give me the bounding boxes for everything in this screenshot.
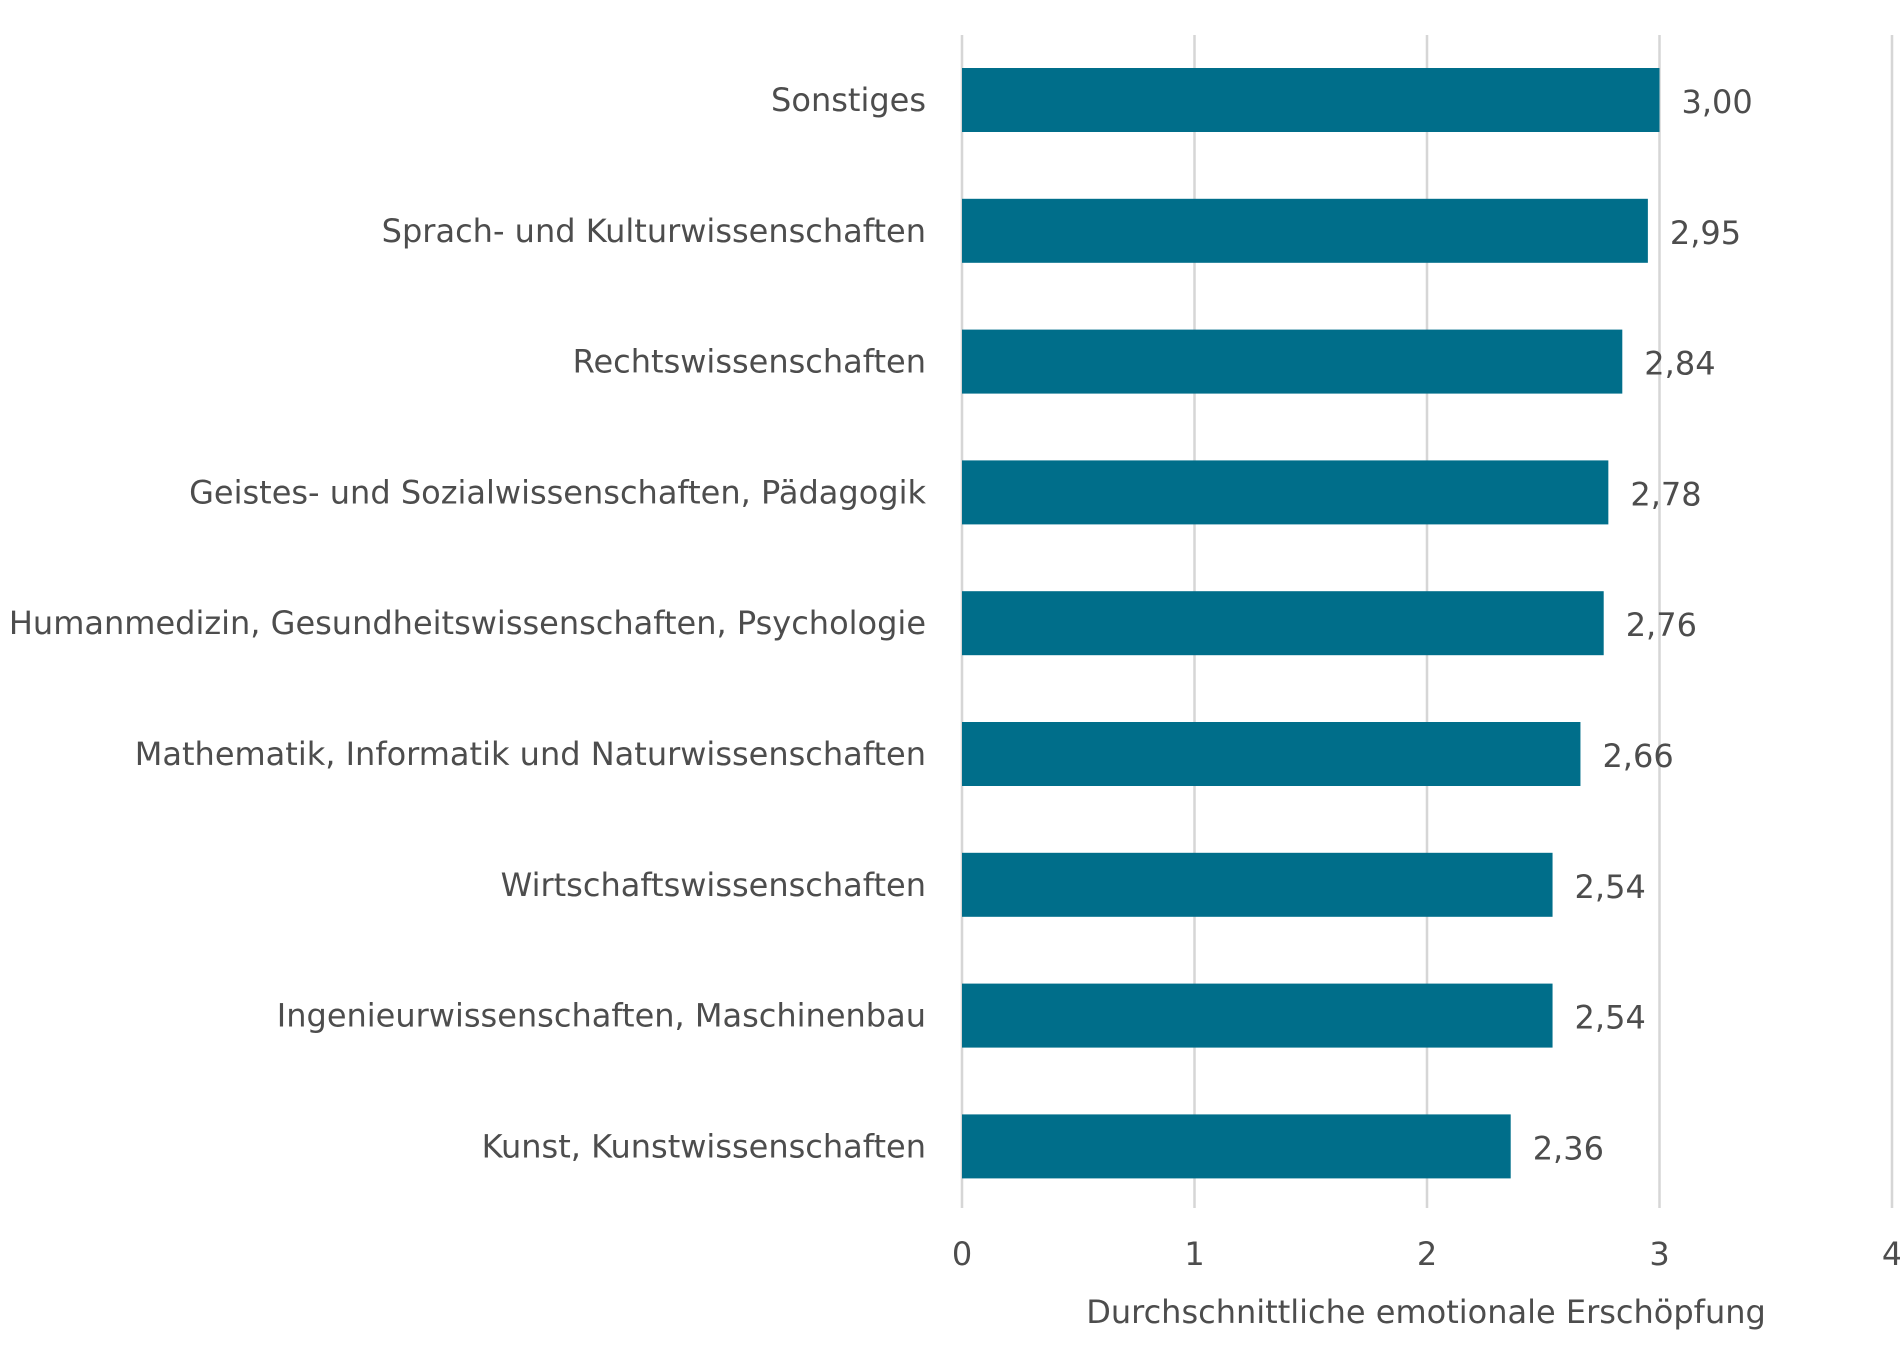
- category-label: Sprach- und Kulturwissenschaften: [382, 212, 926, 250]
- bar: [962, 591, 1604, 656]
- value-label: 2,95: [1670, 214, 1741, 252]
- bar: [962, 68, 1660, 132]
- bar: [962, 460, 1609, 525]
- bar: [962, 1114, 1511, 1179]
- value-label: 3,00: [1682, 83, 1753, 121]
- category-label: Kunst, Kunstwissenschaften: [482, 1127, 926, 1165]
- bars: [962, 68, 1660, 1179]
- bar: [962, 852, 1553, 917]
- value-label: 2,66: [1602, 737, 1673, 775]
- value-label: 2,84: [1644, 345, 1715, 383]
- x-tick-label: 0: [952, 1235, 972, 1273]
- category-label: Humanmedizin, Gesundheitswissenschaften,…: [9, 604, 926, 642]
- x-tick-label: 3: [1649, 1235, 1669, 1273]
- bar: [962, 983, 1553, 1048]
- category-label: Ingenieurwissenschaften, Maschinenbau: [277, 997, 926, 1035]
- category-label: Mathematik, Informatik und Naturwissensc…: [135, 735, 926, 773]
- x-axis-ticks: 0 1 2 3 4: [952, 1235, 1900, 1273]
- category-labels: Sonstiges Sprach- und Kulturwissenschafte…: [9, 81, 927, 1165]
- bar: [962, 722, 1581, 786]
- x-axis-title: Durchschnittliche emotionale Erschöpfung: [1086, 1293, 1766, 1331]
- x-tick-label: 4: [1882, 1235, 1900, 1273]
- category-label: Sonstiges: [771, 81, 926, 119]
- value-label: 2,76: [1626, 606, 1697, 644]
- value-label: 2,78: [1630, 475, 1701, 513]
- value-label: 2,54: [1575, 999, 1646, 1037]
- value-label: 2,36: [1533, 1129, 1604, 1167]
- x-tick-label: 1: [1184, 1235, 1204, 1273]
- bar: [962, 198, 1648, 263]
- x-tick-label: 2: [1417, 1235, 1437, 1273]
- value-label: 2,54: [1575, 868, 1646, 906]
- value-labels: 3,00 2,95 2,84 2,78 2,76 2,66 2,54 2,54 2,36: [1533, 83, 1753, 1167]
- category-label: Wirtschaftswissenschaften: [501, 866, 926, 904]
- category-label: Geistes- und Sozialwissenschaften, Pädag…: [189, 473, 926, 511]
- bar: [962, 329, 1623, 394]
- category-label: Rechtswissenschaften: [573, 343, 926, 381]
